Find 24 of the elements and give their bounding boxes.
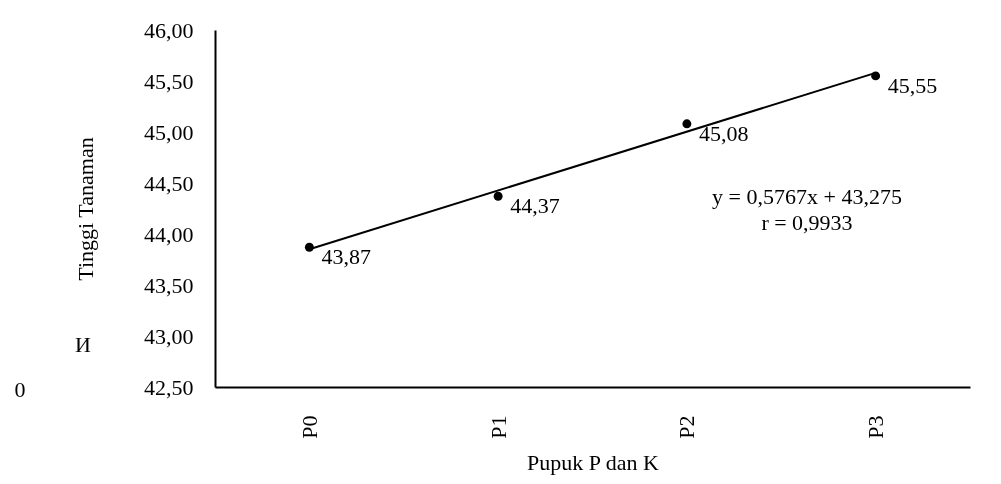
y-tick-label: 44,50 (144, 170, 194, 196)
y-tick-label: 45,50 (144, 68, 194, 94)
x-tick-label: P2 (674, 415, 700, 439)
x-axis-title: Pupuk P dan K (527, 449, 660, 475)
data-label: 45,08 (698, 120, 749, 146)
text: И (75, 332, 92, 357)
y-axis-title: Tinggi Tanaman (72, 137, 98, 281)
y-tick-label: 46,00 (144, 17, 194, 43)
point (493, 191, 503, 201)
annotation: r = 0,9933 (761, 210, 853, 235)
point (682, 119, 692, 129)
data-label: 43,87 (321, 244, 371, 270)
annotation: y = 0,5767x + 43,275 (712, 184, 902, 209)
x-tick-label: P1 (485, 415, 511, 439)
y-tick-label: 43,50 (144, 272, 194, 298)
data-label: 44,37 (510, 193, 560, 219)
data-label: 45,55 (887, 72, 938, 98)
x-tick-label: P3 (863, 415, 889, 439)
y-tick-label: 42,50 (144, 374, 194, 400)
text: 0 (14, 377, 26, 402)
y-tick-label: 43,00 (144, 323, 194, 349)
x-tick-label: P0 (296, 415, 322, 439)
y-tick-label: 44,00 (144, 221, 194, 247)
y-tick-label: 45,00 (144, 119, 194, 145)
